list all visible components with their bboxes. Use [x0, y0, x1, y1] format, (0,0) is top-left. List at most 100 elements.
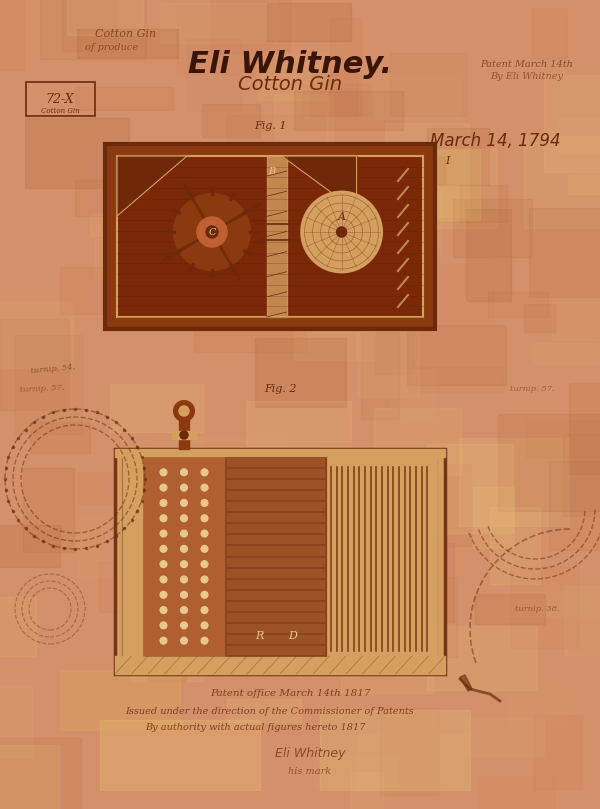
Circle shape [201, 561, 208, 568]
Bar [226, 115, 325, 141]
Bar [313, 755, 398, 788]
Circle shape [201, 591, 208, 599]
Bar [139, 593, 184, 630]
Bar [466, 718, 544, 756]
Bar [133, 534, 207, 590]
Bar [227, 513, 325, 523]
Bar [505, 591, 598, 617]
Bar [25, 117, 129, 188]
Circle shape [201, 484, 208, 491]
Circle shape [174, 401, 194, 421]
Circle shape [201, 515, 208, 522]
Bar [227, 591, 325, 599]
Bar [327, 457, 437, 656]
Bar [533, 715, 583, 789]
Bar [0, 319, 70, 410]
Bar [227, 557, 325, 566]
Circle shape [160, 576, 167, 583]
Bar [544, 75, 600, 172]
Bar [294, 309, 375, 360]
Bar [427, 443, 513, 532]
Circle shape [201, 576, 208, 583]
Bar [0, 686, 32, 757]
Bar [351, 773, 383, 809]
Bar [309, 276, 379, 320]
Text: I: I [445, 156, 449, 166]
Bar [341, 642, 433, 693]
Bar [89, 214, 145, 235]
Bar [151, 435, 205, 504]
Bar [359, 626, 395, 678]
Bar [383, 265, 493, 322]
Bar [357, 735, 469, 790]
Bar [227, 624, 325, 633]
Bar [459, 438, 569, 526]
Bar [433, 464, 471, 546]
Text: his mark: his mark [289, 766, 332, 776]
Bar [62, 0, 116, 51]
Bar [123, 457, 437, 666]
Bar [40, 0, 146, 59]
Bar [311, 74, 358, 116]
Circle shape [160, 530, 167, 537]
Bar [274, 95, 332, 186]
Bar [115, 449, 445, 674]
Text: Fig. 1: Fig. 1 [254, 121, 286, 131]
Bar [227, 569, 325, 578]
Text: Issued under the direction of the Commissioner of Patents: Issued under the direction of the Commis… [125, 706, 415, 715]
Text: By authority with actual figures hereto 1817: By authority with actual figures hereto … [145, 722, 365, 731]
Bar [466, 209, 511, 302]
Bar [488, 292, 548, 317]
Text: Patent March 14th: Patent March 14th [480, 60, 573, 69]
Bar [131, 633, 202, 681]
Bar [227, 524, 325, 533]
Bar [67, 0, 143, 35]
Bar [179, 414, 189, 449]
Circle shape [181, 515, 187, 522]
Bar [331, 18, 361, 116]
Circle shape [201, 637, 208, 644]
Circle shape [337, 227, 347, 237]
Bar [227, 458, 325, 467]
Bar [95, 239, 191, 278]
Bar [227, 502, 325, 511]
Bar [193, 159, 259, 246]
Circle shape [160, 484, 167, 491]
Circle shape [181, 622, 187, 629]
Bar [398, 577, 457, 657]
Polygon shape [281, 156, 356, 211]
Circle shape [181, 576, 187, 583]
Bar [75, 87, 173, 110]
Bar [0, 0, 24, 70]
Bar [427, 626, 538, 689]
Bar [392, 149, 497, 228]
Bar [552, 296, 600, 340]
Bar [115, 656, 445, 674]
Text: Cotton Gin: Cotton Gin [238, 74, 342, 94]
Circle shape [181, 637, 187, 644]
Bar [123, 457, 143, 656]
Circle shape [180, 431, 188, 439]
Circle shape [160, 515, 167, 522]
Bar [227, 536, 325, 544]
Bar [506, 682, 566, 728]
Bar [79, 472, 188, 504]
Bar [323, 191, 442, 252]
Text: Eli Whitney.: Eli Whitney. [188, 49, 392, 78]
Bar [557, 118, 600, 153]
Bar [143, 457, 225, 656]
Bar [568, 174, 600, 194]
Bar [380, 708, 439, 795]
Text: Patent office March 14th 1817: Patent office March 14th 1817 [210, 689, 370, 698]
Circle shape [174, 194, 250, 270]
Bar [115, 449, 445, 457]
Bar [550, 461, 600, 550]
Polygon shape [460, 675, 472, 691]
Bar [14, 336, 82, 434]
Bar [352, 270, 386, 320]
Text: March 14, 1794: March 14, 1794 [430, 132, 560, 150]
Bar [202, 104, 260, 138]
Bar [319, 446, 389, 538]
Bar [187, 40, 241, 112]
Bar [227, 579, 325, 589]
